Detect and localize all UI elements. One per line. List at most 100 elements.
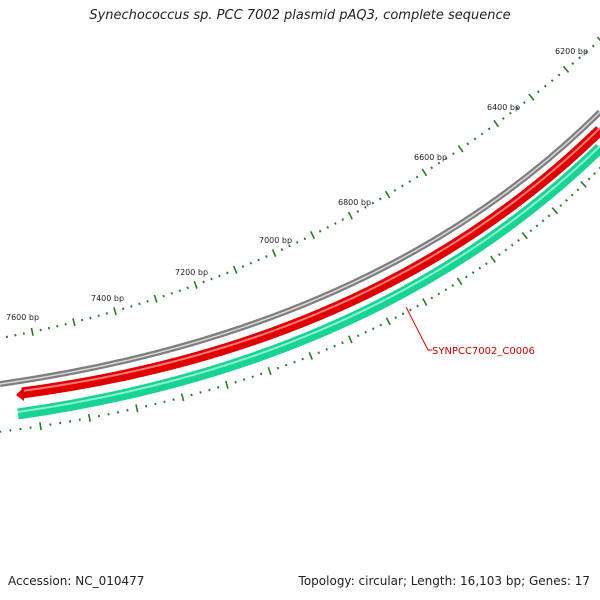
outer-ring-major-tick bbox=[457, 144, 464, 153]
outer-ring-minor-tick bbox=[543, 84, 547, 88]
inner-ring-minor-tick bbox=[364, 330, 367, 334]
inner-ring-major-tick bbox=[580, 181, 587, 188]
outer-ring-major-tick bbox=[421, 168, 428, 177]
inner-ring-minor-tick bbox=[570, 193, 574, 197]
outer-ring-minor-tick bbox=[178, 289, 181, 292]
outer-ring-major-tick bbox=[562, 65, 570, 73]
inner-ring-minor-tick bbox=[284, 363, 288, 367]
outer-ring-major-tick bbox=[72, 318, 76, 327]
gene-callout-line bbox=[405, 306, 432, 351]
outer-ring-minor-tick bbox=[138, 302, 141, 306]
outer-ring-minor-tick bbox=[364, 205, 367, 209]
inner-ring-minor-tick bbox=[565, 198, 568, 202]
outer-ring-minor-tick bbox=[585, 50, 588, 54]
inner-ring-minor-tick bbox=[547, 214, 551, 218]
outer-ring-minor-tick bbox=[257, 258, 260, 262]
tick-label-6800: 6800 bp bbox=[338, 198, 371, 207]
inner-ring-minor-tick bbox=[379, 323, 383, 327]
outer-ring-minor-tick bbox=[303, 237, 307, 241]
inner-ring-minor-tick bbox=[430, 296, 434, 300]
inner-ring-minor-tick bbox=[394, 316, 398, 320]
inner-ring-major-tick bbox=[456, 277, 463, 286]
inner-ring-minor-tick bbox=[199, 391, 202, 394]
outer-ring-minor-tick bbox=[341, 218, 345, 221]
tick-label-7600: 7600 bp bbox=[6, 313, 39, 322]
outer-ring-minor-tick bbox=[130, 305, 133, 308]
inner-ring-major-tick bbox=[347, 335, 353, 344]
inner-ring-minor-tick bbox=[251, 375, 254, 379]
inner-ring-minor-tick bbox=[465, 275, 468, 279]
inner-ring-minor-tick bbox=[598, 166, 600, 170]
inner-ring-minor-tick bbox=[259, 372, 263, 376]
outer-ring-minor-tick bbox=[265, 255, 268, 258]
inner-ring-minor-tick bbox=[559, 204, 563, 208]
outer-ring-minor-tick bbox=[356, 210, 360, 213]
inner-ring-minor-tick bbox=[356, 334, 360, 338]
outer-ring-minor-tick bbox=[480, 132, 484, 136]
inner-ring-minor-tick bbox=[529, 229, 533, 233]
outer-ring-minor-tick bbox=[47, 326, 51, 330]
inner-ring-minor-tick bbox=[541, 219, 545, 223]
outer-ring-minor-tick bbox=[571, 62, 575, 65]
outer-ring-major-tick bbox=[384, 190, 391, 199]
inner-ring-minor-tick bbox=[208, 388, 211, 392]
gene-arc-forward-highlight bbox=[21, 127, 600, 392]
outer-ring-minor-tick bbox=[466, 142, 470, 146]
outer-ring-minor-tick bbox=[202, 280, 205, 284]
outer-ring-minor-tick bbox=[318, 229, 322, 233]
gene-label[interactable]: SYNPCC7002_C0006 bbox=[432, 346, 535, 357]
inner-ring-minor-tick bbox=[371, 327, 375, 331]
map-title: Synechococcus sp. PCC 7002 plasmid pAQ3,… bbox=[89, 8, 511, 23]
outer-ring-minor-tick bbox=[401, 184, 404, 188]
outer-ring-minor-tick bbox=[452, 152, 455, 155]
outer-ring-minor-tick bbox=[473, 137, 477, 141]
inner-ring-minor-tick bbox=[242, 378, 246, 381]
outer-ring-minor-tick bbox=[408, 180, 412, 183]
outer-ring-major-tick bbox=[193, 280, 198, 289]
inner-ring-minor-tick bbox=[301, 357, 304, 361]
inner-ring-minor-tick bbox=[401, 312, 405, 316]
inner-ring-minor-tick bbox=[485, 262, 488, 266]
outer-ring-major-tick bbox=[113, 307, 117, 316]
inner-ring-major-tick bbox=[135, 404, 139, 413]
outer-ring-minor-tick bbox=[444, 157, 448, 160]
inner-ring-major-tick bbox=[308, 351, 313, 360]
outer-ring-minor-tick bbox=[333, 222, 337, 225]
backbone-ring-highlight bbox=[0, 111, 600, 385]
outer-ring-minor-tick bbox=[89, 316, 92, 320]
outer-ring-minor-tick bbox=[146, 300, 149, 303]
outer-ring-major-tick bbox=[30, 327, 34, 336]
inner-ring-minor-tick bbox=[317, 351, 321, 355]
gene-arc-reverse[interactable] bbox=[17, 144, 600, 420]
outer-ring-minor-tick bbox=[415, 175, 419, 179]
outer-ring-minor-tick bbox=[536, 90, 540, 94]
outer-ring-minor-tick bbox=[523, 101, 526, 105]
inner-ring-minor-tick bbox=[416, 304, 419, 308]
inner-ring-minor-tick bbox=[217, 386, 220, 389]
inner-ring-major-tick bbox=[422, 298, 428, 306]
tick-label-6200: 6200 bp bbox=[555, 47, 588, 56]
inner-ring-minor-tick bbox=[276, 366, 280, 370]
tick-label-7000: 7000 bp bbox=[259, 236, 292, 245]
tick-label-7200: 7200 bp bbox=[175, 268, 208, 277]
tick-label-7400: 7400 bp bbox=[91, 294, 124, 303]
outer-ring-major-tick bbox=[493, 119, 500, 128]
tick-label-6400: 6400 bp bbox=[487, 103, 520, 112]
inner-ring-minor-tick bbox=[517, 239, 520, 242]
accession-label: Accession: NC_010477 bbox=[8, 574, 145, 588]
inner-ring-minor-tick bbox=[504, 248, 508, 252]
inner-ring-minor-tick bbox=[293, 360, 296, 364]
inner-ring-minor-tick bbox=[478, 266, 482, 270]
outer-ring-minor-tick bbox=[378, 197, 382, 201]
plasmid-summary: Topology: circular; Length: 16,103 bp; G… bbox=[298, 574, 590, 588]
inner-ring-minor-tick bbox=[510, 243, 514, 247]
outer-ring-minor-tick bbox=[97, 314, 100, 318]
gene-arc-forward[interactable] bbox=[21, 126, 600, 399]
outer-ring-minor-tick bbox=[210, 277, 213, 281]
inner-ring-minor-tick bbox=[341, 341, 344, 345]
inner-ring-minor-tick bbox=[172, 398, 175, 401]
inner-ring-minor-tick bbox=[116, 411, 120, 414]
inner-ring-major-tick bbox=[39, 422, 42, 431]
outer-ring-minor-tick bbox=[81, 318, 84, 322]
